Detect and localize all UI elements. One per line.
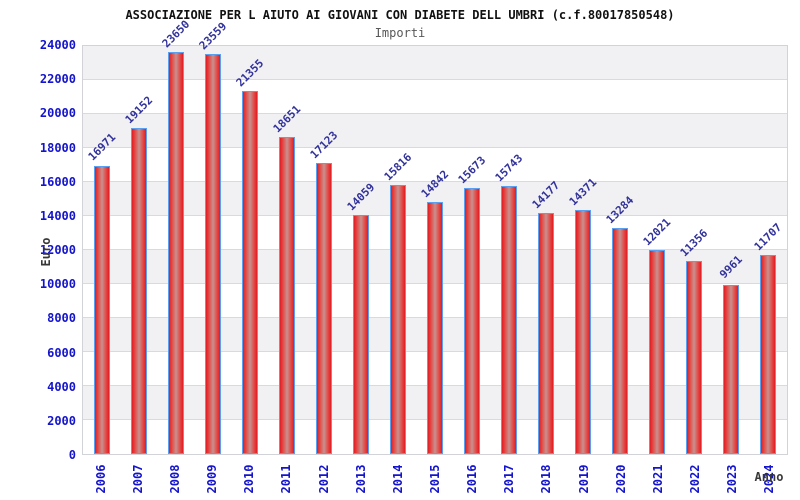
y-tick-label: 2000 bbox=[47, 413, 76, 428]
y-tick-label: 6000 bbox=[47, 345, 76, 360]
y-axis-title: Euro bbox=[39, 237, 53, 267]
chart-title: ASSOCIAZIONE PER L AIUTO AI GIOVANI CON … bbox=[125, 8, 675, 22]
gridline bbox=[83, 147, 787, 148]
x-tick-label: 2006 bbox=[93, 464, 108, 494]
x-tick-label: 2021 bbox=[650, 464, 665, 494]
x-tick-label: 2017 bbox=[502, 464, 517, 494]
bar-2022 bbox=[686, 260, 703, 454]
bar-2006 bbox=[93, 165, 110, 454]
x-axis-title: Anno bbox=[754, 470, 784, 484]
chart-subtitle: Importi bbox=[374, 26, 426, 40]
y-tick-label: 24000 bbox=[39, 38, 76, 52]
bar-2010 bbox=[241, 90, 258, 454]
x-tick-label: 2008 bbox=[167, 464, 182, 494]
bar-2015 bbox=[427, 201, 443, 454]
y-tick-label: 14000 bbox=[39, 208, 76, 223]
y-tick-label: 12000 bbox=[39, 243, 76, 257]
x-tick-label: 2007 bbox=[130, 464, 145, 494]
bar-2013 bbox=[352, 215, 369, 454]
y-tick-label: 8000 bbox=[47, 311, 76, 326]
x-tick-label: 2018 bbox=[539, 464, 554, 494]
x-tick-label: 2009 bbox=[205, 464, 220, 494]
x-tick-label: 2010 bbox=[242, 464, 257, 494]
y-tick-label: 20000 bbox=[39, 106, 76, 121]
y-tick-label: 4000 bbox=[47, 379, 76, 394]
plot-band bbox=[83, 114, 787, 148]
plot-band bbox=[83, 46, 787, 80]
y-tick-label: 10000 bbox=[39, 277, 76, 292]
bar-2016 bbox=[464, 187, 481, 454]
gridline bbox=[83, 181, 787, 183]
x-tick-label: 2019 bbox=[576, 464, 591, 494]
x-tick-label: 2015 bbox=[428, 464, 442, 494]
x-tick-label: 2023 bbox=[725, 464, 740, 494]
bar-2007 bbox=[130, 128, 147, 454]
x-tick-label: 2011 bbox=[279, 464, 294, 494]
bar-2021 bbox=[649, 249, 666, 454]
y-tick-label: 22000 bbox=[39, 72, 76, 87]
plot-band bbox=[83, 80, 787, 114]
bar-2014 bbox=[389, 185, 406, 454]
x-tick-label: 2016 bbox=[465, 464, 480, 494]
bar-2011 bbox=[278, 136, 295, 454]
bar-2009 bbox=[204, 53, 221, 454]
x-tick-label: 2012 bbox=[316, 464, 331, 494]
bar-2012 bbox=[315, 162, 332, 454]
gridline bbox=[83, 113, 787, 114]
x-tick-label: 2013 bbox=[353, 464, 368, 494]
gridline bbox=[83, 79, 787, 80]
y-tick-label: 16000 bbox=[39, 174, 76, 189]
y-axis: 0 2000 4000 6000 8000 10000 12000 14000 16000 180… bbox=[0, 38, 76, 462]
y-tick-label: 18000 bbox=[39, 140, 76, 155]
bar-2017 bbox=[501, 186, 518, 454]
bar-2023 bbox=[723, 284, 740, 454]
x-tick-label: 2020 bbox=[613, 464, 628, 494]
bar-2018 bbox=[538, 213, 555, 454]
x-tick-label: 2022 bbox=[688, 464, 703, 494]
x-tick-label: 2014 bbox=[390, 464, 405, 494]
bar-2020 bbox=[612, 228, 629, 454]
bar-2008 bbox=[167, 51, 184, 454]
plot-area: 16971 19152 23650 23559 21355 18651 17123 14059… bbox=[82, 18, 788, 455]
x-axis: 2006 2007 2008 2009 2010 2011 2012 2013 2014 2015… bbox=[82, 458, 788, 500]
bar-2024 bbox=[760, 254, 777, 454]
y-tick-label: 0 bbox=[68, 448, 76, 462]
bar-2019 bbox=[575, 209, 592, 454]
